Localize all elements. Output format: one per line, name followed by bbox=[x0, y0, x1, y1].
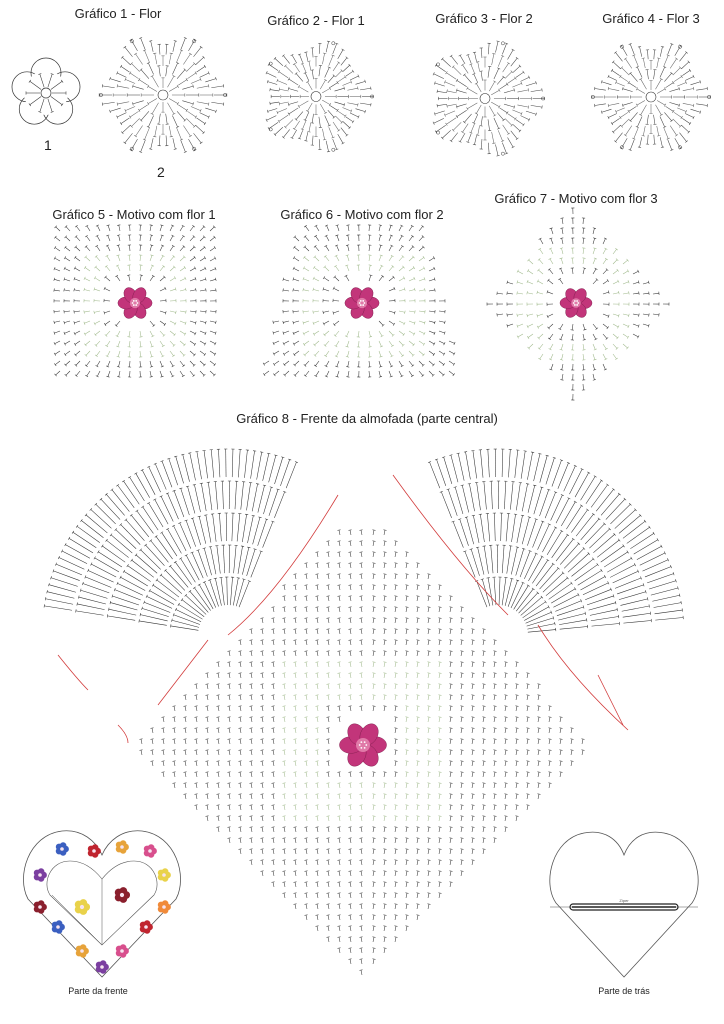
title-grafico-5: Gráfico 5 - Motivo com flor 1 bbox=[52, 207, 216, 222]
chart-1-large-flower bbox=[98, 37, 228, 153]
stitch-grid bbox=[53, 224, 217, 378]
back-heart-outline bbox=[549, 831, 699, 978]
zipper-icon bbox=[569, 903, 679, 911]
flower-icon bbox=[339, 723, 387, 767]
patchwork-heart bbox=[23, 830, 181, 978]
zipper-label: Zíper bbox=[619, 898, 629, 903]
title-grafico-7: Gráfico 7 - Motivo com flor 3 bbox=[494, 191, 658, 206]
stitch-star bbox=[432, 40, 545, 157]
stitch-fans bbox=[43, 448, 684, 633]
title-grafico-1: Gráfico 1 - Flor bbox=[74, 6, 162, 21]
back-label: Parte de trás bbox=[598, 986, 650, 996]
stitch-star bbox=[98, 37, 228, 153]
title-grafico-6: Gráfico 6 - Motivo com flor 2 bbox=[280, 207, 444, 222]
flower-number-1: 1 bbox=[44, 137, 52, 153]
red-marker-lines bbox=[57, 474, 629, 744]
title-grafico-8: Gráfico 8 - Frente da almofada (parte ce… bbox=[236, 411, 498, 426]
stitch-star bbox=[591, 43, 711, 151]
stitch-spokes bbox=[25, 73, 67, 113]
chart-6-motif-flower-2 bbox=[262, 224, 456, 378]
chart-1-small-flower bbox=[11, 57, 81, 125]
flower-icon bbox=[344, 287, 380, 319]
front-heart-thumbnail bbox=[23, 830, 181, 978]
chart-7-motif-flower-3 bbox=[486, 207, 670, 401]
flower-icon bbox=[117, 287, 153, 319]
chart-3-flower-2 bbox=[432, 40, 545, 157]
chart-8-heart-front bbox=[43, 448, 684, 976]
stitch-star bbox=[265, 40, 374, 153]
front-label: Parte da frente bbox=[68, 986, 128, 996]
petal-outline bbox=[11, 57, 81, 125]
stitch-grid bbox=[486, 207, 670, 401]
chart-4-flower-3 bbox=[591, 43, 711, 151]
title-grafico-2: Gráfico 2 - Flor 1 bbox=[267, 13, 365, 28]
title-grafico-3: Gráfico 3 - Flor 2 bbox=[435, 11, 533, 26]
stitch-grid bbox=[262, 224, 456, 378]
flower-icon bbox=[559, 288, 593, 318]
chart-2-flower-1 bbox=[265, 40, 374, 153]
stitch-grid bbox=[139, 529, 585, 976]
title-grafico-4: Gráfico 4 - Flor 3 bbox=[602, 11, 700, 26]
chart-5-motif-flower-1 bbox=[53, 224, 217, 378]
flower-number-2: 2 bbox=[157, 164, 165, 180]
